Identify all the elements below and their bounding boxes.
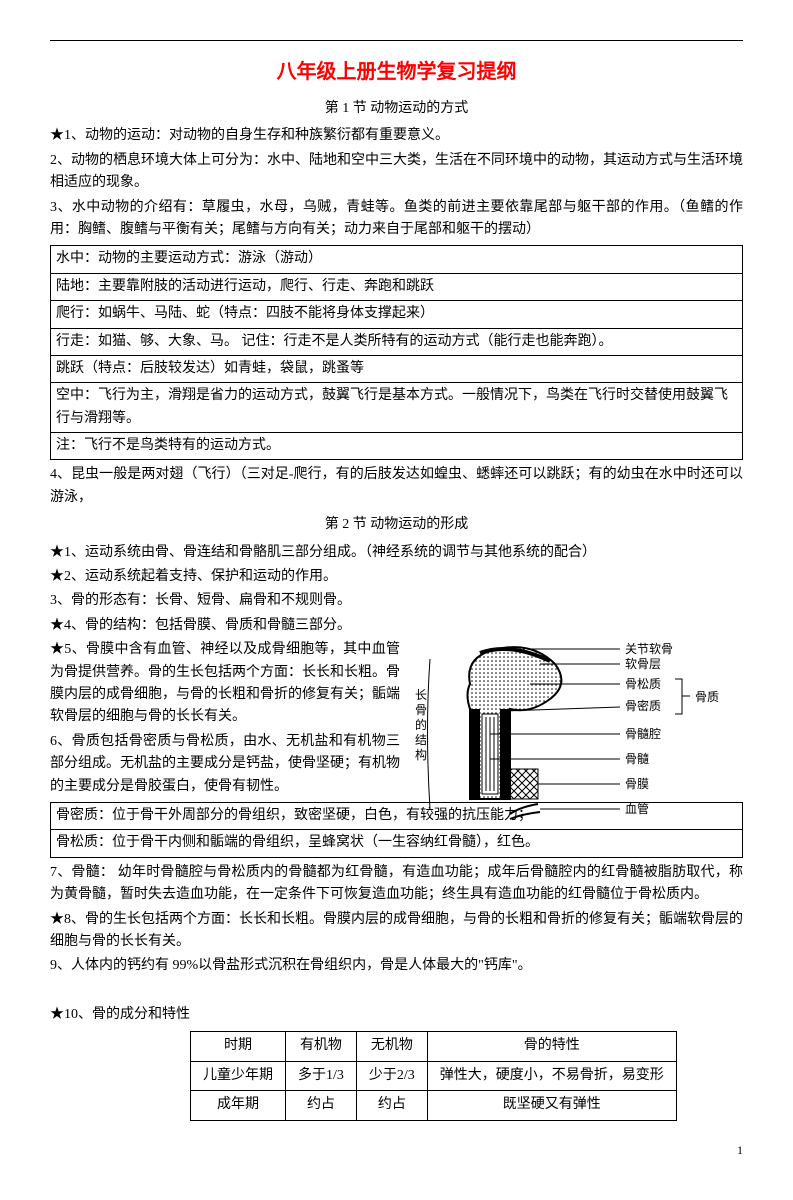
label: 关节软骨 (625, 642, 673, 656)
label: 骨密质 (625, 698, 661, 713)
label: 软骨层 (625, 657, 661, 671)
th: 时期 (191, 1032, 286, 1061)
table-row: 水中：动物的主要运动方式：游泳（游动） (51, 246, 743, 273)
table-row: 爬行：如蜗牛、马陆、蛇（特点：四肢不能将身体支撑起来） (51, 301, 743, 328)
doc-title: 八年级上册生物学复习提纲 (50, 56, 743, 88)
label: 骨松质 (625, 677, 661, 691)
label: 骨髓腔 (625, 726, 661, 741)
bone-diagram: 长 骨 的 结 构 (410, 639, 750, 847)
th: 骨的特性 (427, 1032, 676, 1061)
td: 多于1/3 (286, 1061, 357, 1090)
section-2-title: 第 2 节 动物运动的形成 (50, 514, 743, 536)
paragraph: 9、人体内的钙约有 99%以骨盐形式沉积在骨组织内，骨是人体最大的"钙库"。 (50, 955, 743, 977)
paragraph: 6、骨质包括骨密质与骨松质，由水、无机盐和有机物三部分组成。无机盐的主要成分是钙… (50, 731, 400, 798)
table-row: 行走：如猫、够、大象、马。 记住：行走不是人类所特有的运动方式（能行走也能奔跑）… (51, 328, 743, 355)
paragraph: 4、昆虫一般是两对翅（飞行）（三对足-爬行，有的后肢发达如蝗虫、蟋蟀还可以跳跃；… (50, 464, 743, 509)
th: 有机物 (286, 1032, 357, 1061)
th: 无机物 (356, 1032, 427, 1061)
td: 成年期 (191, 1091, 286, 1120)
table-row: 注：飞行不是鸟类特有的运动方式。 (51, 433, 743, 460)
paragraph: ★1、动物的运动：对动物的自身生存和种族繁衍都有重要意义。 (50, 125, 743, 147)
diagram-side-label: 长 (415, 688, 427, 702)
td: 少于2/3 (356, 1061, 427, 1090)
label: 骨髓 (625, 752, 649, 766)
section-1-title: 第 1 节 动物运动的方式 (50, 98, 743, 120)
td: 弹性大，硬度小，不易骨折，易变形 (427, 1061, 676, 1090)
paragraph: ★8、骨的生长包括两个方面：长长和长粗。骨膜内层的成骨细胞，与骨的长粗和骨折的修… (50, 909, 743, 954)
paragraph: 3、水中动物的介绍有：草履虫，水母，乌贼，青蛙等。鱼类的前进主要依靠尾部与躯干部… (50, 197, 743, 242)
paragraph: ★5、骨膜中含有血管、神经以及成骨细胞等，其中血管为骨提供营养。骨的生长包括两个… (50, 639, 400, 729)
bone-svg: 长 骨 的 结 构 (410, 639, 750, 839)
top-rule (50, 40, 743, 41)
label: 骨膜 (625, 777, 649, 791)
td: 约占 (356, 1091, 427, 1120)
diagram-side-label: 的 (415, 717, 427, 732)
paragraph: 2、动物的栖息环境大体上可分为：水中、陆地和空中三大类，生活在不同环境中的动物，… (50, 150, 743, 195)
label: 骨质 (695, 690, 719, 704)
paragraph: ★10、骨的成分和特性 (50, 1004, 743, 1026)
table-row: 空中：飞行为主，滑翔是省力的运动方式，鼓翼飞行是基本方式。一般情况下，鸟类在飞行… (51, 383, 743, 433)
paragraph: 7、骨髓： 幼年时骨髓腔与骨松质内的骨髓都为红骨髓，有造血功能；成年后骨髓腔内的… (50, 862, 743, 907)
td: 既坚硬又有弹性 (427, 1091, 676, 1120)
diagram-side-label: 结 (415, 733, 427, 747)
diagram-side-label: 构 (415, 747, 427, 762)
paragraph: 3、骨的形态有：长骨、短骨、扁骨和不规则骨。 (50, 590, 743, 612)
table-row: 陆地：主要靠附肢的活动进行运动，爬行、行走、奔跑和跳跃 (51, 273, 743, 300)
table-row: 跳跃（特点：后肢较发达）如青蛙，袋鼠，跳蚤等 (51, 355, 743, 382)
diagram-side-label: 骨 (415, 703, 427, 717)
td: 儿童少年期 (191, 1061, 286, 1090)
paragraph: ★1、运动系统由骨、骨连结和骨骼肌三部分组成。（神经系统的调节与其他系统的配合） (50, 542, 743, 564)
composition-table: 时期 有机物 无机物 骨的特性 儿童少年期 多于1/3 少于2/3 弹性大，硬度… (190, 1031, 677, 1120)
paragraph: ★2、运动系统起着支持、保护和运动的作用。 (50, 566, 743, 588)
paragraph: ★4、骨的结构：包括骨膜、骨质和骨髓三部分。 (50, 615, 743, 637)
movement-table: 水中：动物的主要运动方式：游泳（游动） 陆地：主要靠附肢的活动进行运动，爬行、行… (50, 245, 743, 460)
td: 约占 (286, 1091, 357, 1120)
text-diagram-block: ★5、骨膜中含有血管、神经以及成骨细胞等，其中血管为骨提供营养。骨的生长包括两个… (50, 639, 743, 798)
page-number: 1 (50, 1141, 743, 1160)
label: 血管 (625, 801, 649, 816)
